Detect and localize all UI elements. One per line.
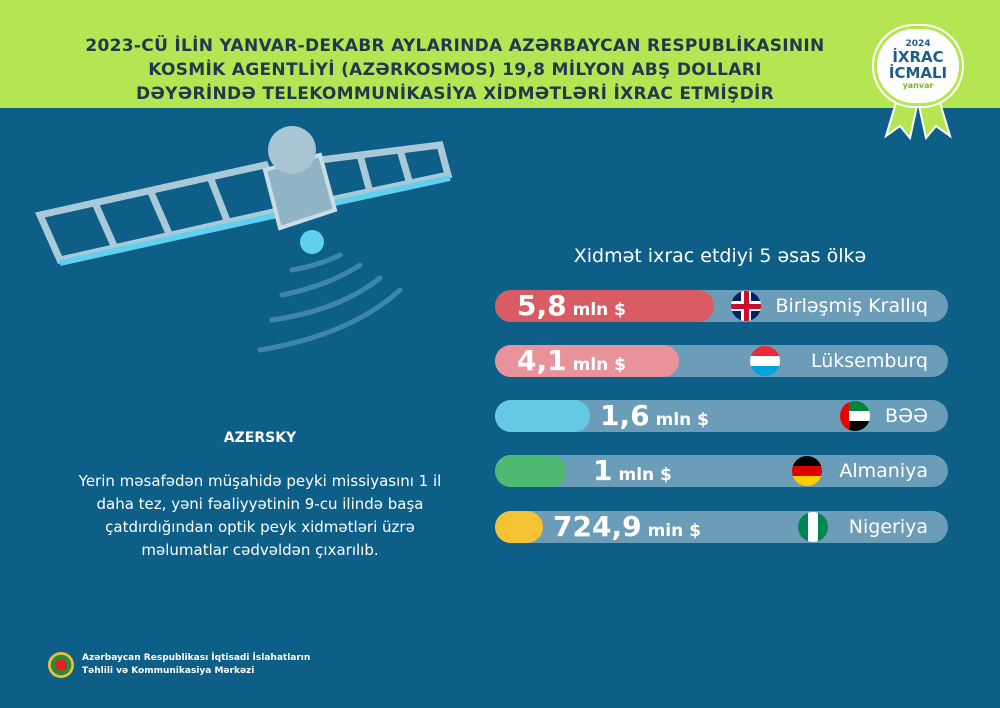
chart-title: Xidmət ixrac etdiyi 5 əsas ölkə [573,245,867,267]
value-number: 1,6 [600,399,650,432]
uae-flag-icon [840,401,870,431]
value-number: 4,1 [517,344,567,377]
bar-fill [495,400,590,432]
bar-fill [495,511,543,543]
title-line: DƏYƏRİNDƏ TELEKOMMUNİKASİYA XİDMƏTLƏRİ İ… [135,84,775,104]
bar-track: 5,8 mln $ Birləşmiş Krallıq [495,290,948,322]
title-line: 2023-CÜ İLİN YANVAR-DEKABR AYLARINDA AZƏ… [85,36,825,56]
country-label: Lüksemburq [810,350,928,372]
badge-line1: İXRAC [892,48,944,66]
bar-value-label: 5,8 mln $ [517,290,626,322]
bar-value-label: 1 mln $ [593,455,672,487]
badge-line2: İCMALI [888,64,948,82]
value-unit: mln $ [655,410,709,430]
bar-track: 4,1 mln $ Lüksemburq [495,345,948,377]
badge-year: 2024 [905,39,931,49]
satellite-description: Yerin məsafədən müşahidə peyki missiyası… [78,472,442,559]
luxembourg-flag-icon [750,346,780,376]
footer-line: Azərbaycan Respublikası İqtisadi İslahat… [82,653,311,663]
country-label: Birləşmiş Krallıq [775,295,928,317]
header-banner [0,0,1000,108]
country-label: BƏƏ [885,405,928,427]
bar-value-label: 4,1 mln $ [517,345,626,377]
value-unit: mln $ [572,300,626,320]
value-number: 5,8 [517,289,567,322]
bar-track: 1 mln $ Almaniya [495,455,948,487]
footer: Azərbaycan Respublikası İqtisadi İslahat… [48,652,310,678]
satellite-name: AZERSKY [223,430,297,446]
country-label: Almaniya [839,460,928,482]
bar-track: 1,6 mln $ BƏƏ [495,400,948,432]
nigeria-flag-icon [798,512,828,542]
value-unit: mln $ [618,465,672,485]
badge-seal: 2024 İXRAC İCMALI yanvar [874,26,962,106]
bar-fill [495,290,714,322]
value-number: 1 [593,454,613,487]
bar-fill [495,345,679,377]
value-number: 724,9 [553,510,642,543]
coat-of-arms-icon [48,652,74,678]
export-review-badge: 2024 İXRAC İCMALI yanvar [868,26,968,141]
value-unit: mln $ [572,355,626,375]
satellite-illustration [35,126,453,353]
germany-flag-icon [792,456,822,486]
bar-value-label: 724,9 min $ [553,511,701,543]
title-line: KOSMİK AGENTLİYİ (AZƏRKOSMOS) 19,8 MİLYO… [148,60,762,80]
bar-value-label: 1,6 mln $ [600,400,709,432]
value-unit: min $ [647,521,701,541]
bar-track: 724,9 min $ Nigeriya [495,511,948,543]
country-label: Nigeriya [848,516,928,538]
badge-month: yanvar [902,81,934,90]
footer-line: Təhlili və Kommunikasiya Mərkəzi [82,666,255,676]
bar-fill [495,455,566,487]
uk-flag-icon [731,291,761,321]
page-title: 2023-CÜ İLİN YANVAR-DEKABR AYLARINDA AZƏ… [40,34,870,106]
